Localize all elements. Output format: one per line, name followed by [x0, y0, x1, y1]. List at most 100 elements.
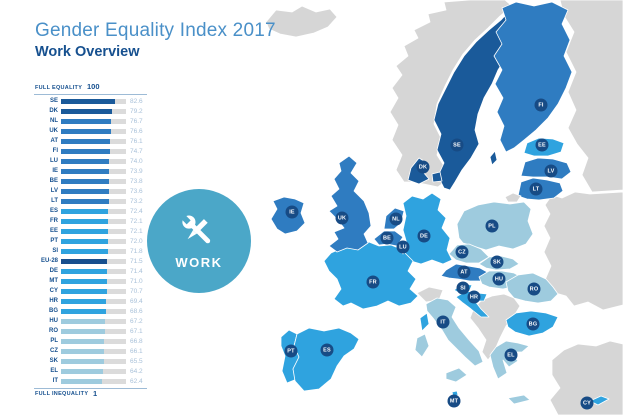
bar-country-label: HR	[49, 298, 58, 304]
bar-country-label: UK	[49, 128, 58, 134]
work-label: WORK	[175, 255, 223, 270]
bar-fill	[61, 298, 107, 304]
bar-value: 66.8	[130, 337, 143, 345]
bar-value: 66.1	[130, 347, 143, 355]
bar-country-label: DK	[49, 108, 58, 114]
full-equality-label: FULL EQUALITY	[35, 85, 83, 91]
bar-value: 65.5	[130, 357, 143, 365]
full-inequality-label: FULL INEQUALITY	[35, 391, 89, 397]
bar-row: LU 74.0	[30, 156, 143, 166]
bar-track	[61, 248, 126, 254]
bar-row: IE 73.9	[30, 166, 143, 176]
bar-country-label: SE	[49, 98, 58, 104]
chart-top-rule	[34, 94, 147, 95]
bar-chart-rows: SE 82.6 DK 79.2 NL 76.7 UK 76.6 AT 76.1 FI 74.7 LU 74…	[30, 96, 143, 386]
bar-track	[61, 228, 126, 234]
bar-value: 69.4	[130, 297, 143, 305]
bar-value: 71.8	[130, 247, 143, 255]
work-domain-circle: WORK	[147, 189, 251, 293]
bar-row: PT 72.0	[30, 236, 143, 246]
country-lv	[520, 157, 572, 180]
bar-country-label: DE	[49, 268, 58, 274]
bar-value: 67.1	[130, 327, 143, 335]
country-norway	[389, 0, 513, 188]
bar-fill	[61, 188, 109, 194]
bar-track	[61, 268, 126, 274]
bar-track	[61, 298, 126, 304]
bar-value: 70.7	[130, 287, 143, 295]
bar-country-label: EU-28	[40, 258, 58, 264]
bar-fill	[61, 178, 109, 184]
bar-value: 64.2	[130, 367, 143, 375]
bar-country-label: BE	[49, 178, 58, 184]
bar-row: EL 64.2	[30, 366, 143, 376]
country-russia	[559, 0, 623, 193]
bar-track	[61, 188, 126, 194]
bar-track	[61, 148, 126, 154]
bar-track	[61, 178, 126, 184]
bar-row: LV 73.6	[30, 186, 143, 196]
bar-track	[61, 138, 126, 144]
country-mt	[451, 390, 459, 397]
bar-row: BG 68.6	[30, 306, 143, 316]
island-zealand	[431, 171, 443, 183]
bar-fill	[61, 218, 108, 224]
bar-value: 68.6	[130, 307, 143, 315]
bar-track	[61, 358, 126, 364]
bar-fill	[61, 148, 110, 154]
bar-value: 71.5	[130, 257, 143, 265]
bar-value: 67.2	[130, 317, 143, 325]
bar-track	[61, 308, 126, 314]
bar-value: 72.1	[130, 217, 143, 225]
country-be	[373, 230, 404, 247]
bar-track	[61, 98, 126, 104]
country-bg	[505, 310, 559, 337]
bar-country-label: MT	[49, 278, 58, 284]
bar-country-label: EL	[50, 368, 58, 374]
bar-value: 76.7	[130, 117, 143, 125]
bar-row: CY 70.7	[30, 286, 143, 296]
full-equality-value: 100	[87, 82, 100, 91]
country-cy	[589, 395, 610, 406]
bar-fill	[61, 308, 106, 314]
bar-country-label: LU	[50, 158, 58, 164]
bar-value: 72.0	[130, 237, 143, 245]
country-fi	[493, 1, 573, 153]
bar-country-label: FI	[52, 148, 58, 154]
bar-track	[61, 338, 126, 344]
bar-value: 72.1	[130, 227, 143, 235]
bar-row: HR 69.4	[30, 296, 143, 306]
bar-track	[61, 108, 126, 114]
bar-country-label: NL	[50, 118, 58, 124]
page-title: Gender Equality Index 2017	[35, 20, 276, 41]
country-pl	[456, 201, 534, 251]
bar-country-label: SI	[52, 248, 58, 254]
bar-track	[61, 198, 126, 204]
country-de	[402, 192, 453, 265]
country-uk	[328, 155, 372, 253]
bar-row: DE 71.4	[30, 266, 143, 276]
bar-track	[61, 118, 126, 124]
bar-fill	[61, 238, 108, 244]
island-sicily	[445, 367, 468, 383]
island-corsica	[419, 312, 430, 332]
country-nl	[383, 207, 405, 230]
bar-country-label: SK	[49, 358, 58, 364]
bar-value: 73.2	[130, 197, 143, 205]
bar-value: 71.0	[130, 277, 143, 285]
country-turkey	[549, 340, 623, 415]
bar-value: 73.9	[130, 167, 143, 175]
island-sardinia	[414, 333, 430, 358]
bar-fill	[61, 368, 103, 374]
bar-value: 62.4	[130, 377, 143, 385]
bar-country-label: IT	[52, 378, 58, 384]
region-east-europe	[543, 191, 623, 311]
bar-track	[61, 288, 126, 294]
bar-value: 73.8	[130, 177, 143, 185]
bar-fill	[61, 158, 110, 164]
page-subtitle: Work Overview	[35, 44, 140, 60]
bar-country-label: CZ	[50, 348, 58, 354]
country-lt	[517, 177, 564, 201]
region-kaliningrad	[504, 192, 522, 203]
